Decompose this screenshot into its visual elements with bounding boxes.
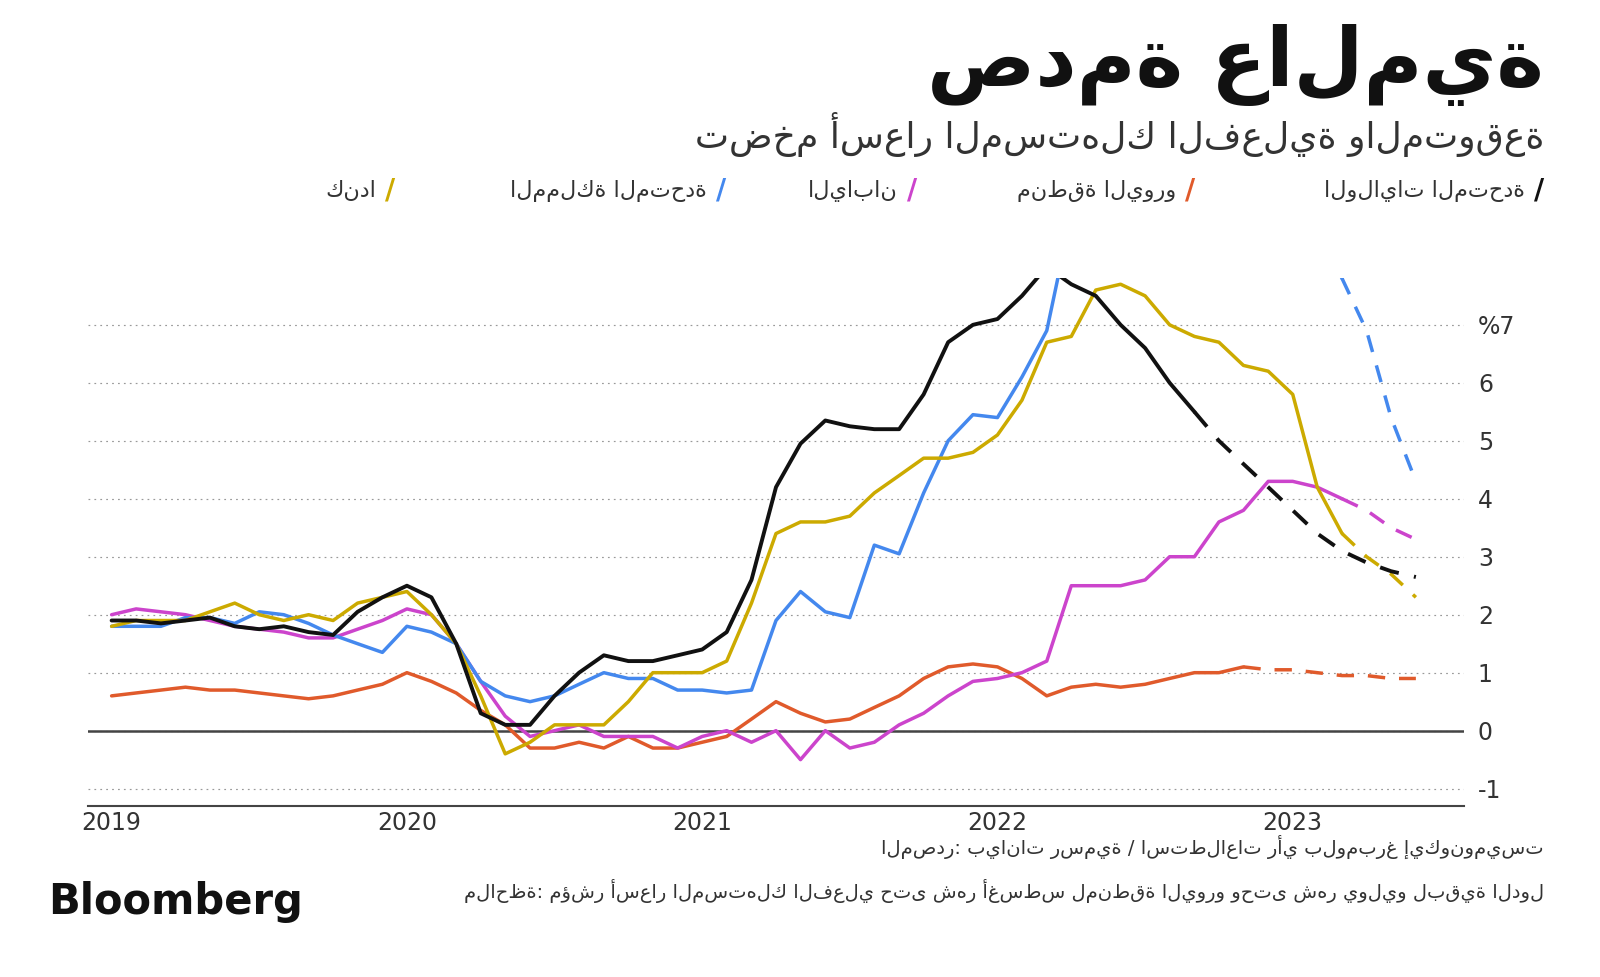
Text: /: / bbox=[1186, 177, 1195, 204]
Text: المصدر: بيانات رسمية / استطلاعات رأي بلومبرغ إيكونوميست: المصدر: بيانات رسمية / استطلاعات رأي بلو… bbox=[882, 835, 1544, 860]
Text: اليابان: اليابان bbox=[808, 180, 898, 201]
Text: /: / bbox=[907, 177, 917, 204]
Text: /: / bbox=[717, 177, 726, 204]
Text: منطقة اليورو: منطقة اليورو bbox=[1016, 180, 1176, 201]
Text: /: / bbox=[386, 177, 395, 204]
Text: تضخم أسعار المستهلك الفعلية والمتوقعة: تضخم أسعار المستهلك الفعلية والمتوقعة bbox=[694, 112, 1544, 157]
Text: كندا: كندا bbox=[325, 180, 376, 201]
Text: Bloomberg: Bloomberg bbox=[48, 881, 302, 923]
Text: ملاحظة: مؤشر أسعار المستهلك الفعلي حتى شهر أغسطس لمنطقة اليورو وحتى شهر يوليو لب: ملاحظة: مؤشر أسعار المستهلك الفعلي حتى ش… bbox=[464, 879, 1544, 904]
Text: صدمة عالمية: صدمة عالمية bbox=[926, 24, 1544, 106]
Text: /: / bbox=[1534, 177, 1544, 204]
Text: المملكة المتحدة: المملكة المتحدة bbox=[510, 180, 707, 201]
Text: الولايات المتحدة: الولايات المتحدة bbox=[1323, 180, 1525, 201]
